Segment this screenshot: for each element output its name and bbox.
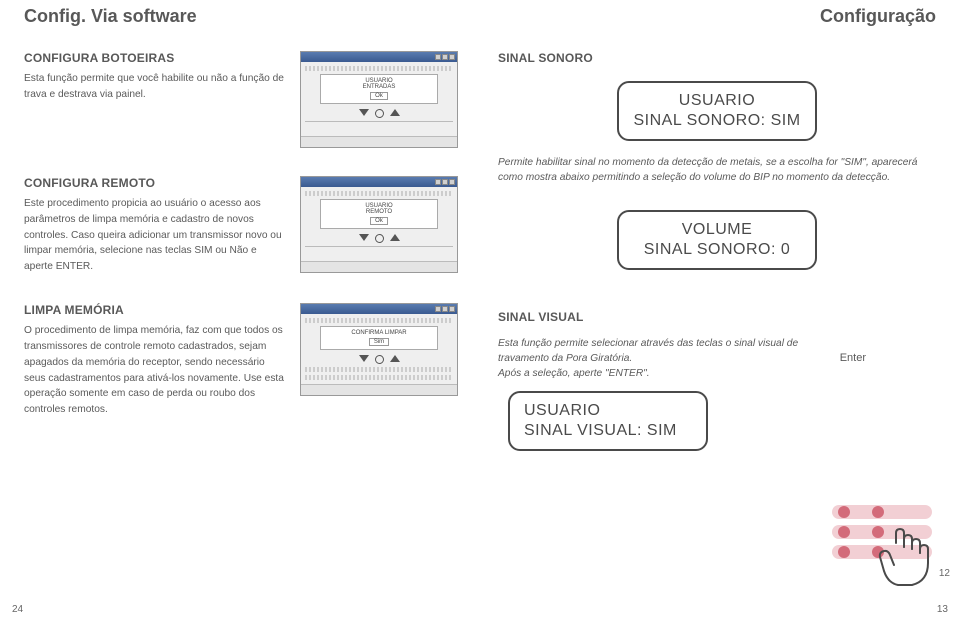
- section-title-limpa: LIMPA MEMÓRIA: [24, 303, 286, 317]
- small-number: 12: [939, 568, 950, 579]
- panel-line: REMOTO: [325, 209, 433, 215]
- lcd-sonoro: USUARIO SINAL SONORO: SIM: [617, 81, 817, 141]
- body-remoto: Este procedimento propicia ao usuário o …: [24, 196, 286, 275]
- right-header: Configuração: [498, 6, 936, 27]
- lcd-line: VOLUME: [633, 220, 801, 240]
- body-sonoro: Permite habilitar sinal no momento da de…: [498, 155, 936, 186]
- body-visual-1: Esta função permite selecionar através d…: [498, 336, 936, 367]
- panel-line: ENTRADAS: [325, 84, 433, 90]
- body-visual-2: Após a seleção, aperte "ENTER".: [498, 366, 936, 381]
- screenshot-botoeiras: USUARIO ENTRADAS Ok: [300, 51, 458, 148]
- lcd-line: SINAL VISUAL: SIM: [524, 421, 692, 441]
- page-number-right: 13: [937, 604, 948, 615]
- section-title-botoeiras: CONFIGURA BOTOEIRAS: [24, 51, 286, 65]
- screenshot-remoto: USUARIO REMOTO Ok: [300, 176, 458, 275]
- page-number-left: 24: [12, 604, 23, 615]
- body-botoeiras: Esta função permite que você habilite ou…: [24, 71, 286, 103]
- enter-label: Enter: [840, 352, 866, 364]
- section-title-sonoro: SINAL SONORO: [498, 51, 936, 65]
- panel-btn: Sim: [369, 338, 389, 346]
- lcd-line: USUARIO: [633, 91, 801, 111]
- lcd-line: SINAL SONORO: 0: [633, 240, 801, 260]
- body-limpa: O procedimento de limpa memória, faz com…: [24, 323, 286, 418]
- lcd-line: SINAL SONORO: SIM: [633, 111, 801, 131]
- lcd-volume: VOLUME SINAL SONORO: 0: [617, 210, 817, 270]
- section-title-remoto: CONFIGURA REMOTO: [24, 176, 286, 190]
- enter-illustration: [832, 501, 942, 591]
- panel-line: CONFIRMA LIMPAR: [325, 330, 433, 336]
- section-title-visual: SINAL VISUAL: [498, 310, 936, 324]
- lcd-line: USUARIO: [524, 401, 692, 421]
- left-header: Config. Via software: [24, 6, 458, 27]
- panel-btn: Ok: [370, 217, 388, 225]
- lcd-visual: USUARIO SINAL VISUAL: SIM: [508, 391, 708, 451]
- panel-btn: Ok: [370, 92, 388, 100]
- hand-icon: [876, 523, 946, 593]
- screenshot-limpa: CONFIRMA LIMPAR Sim: [300, 303, 458, 418]
